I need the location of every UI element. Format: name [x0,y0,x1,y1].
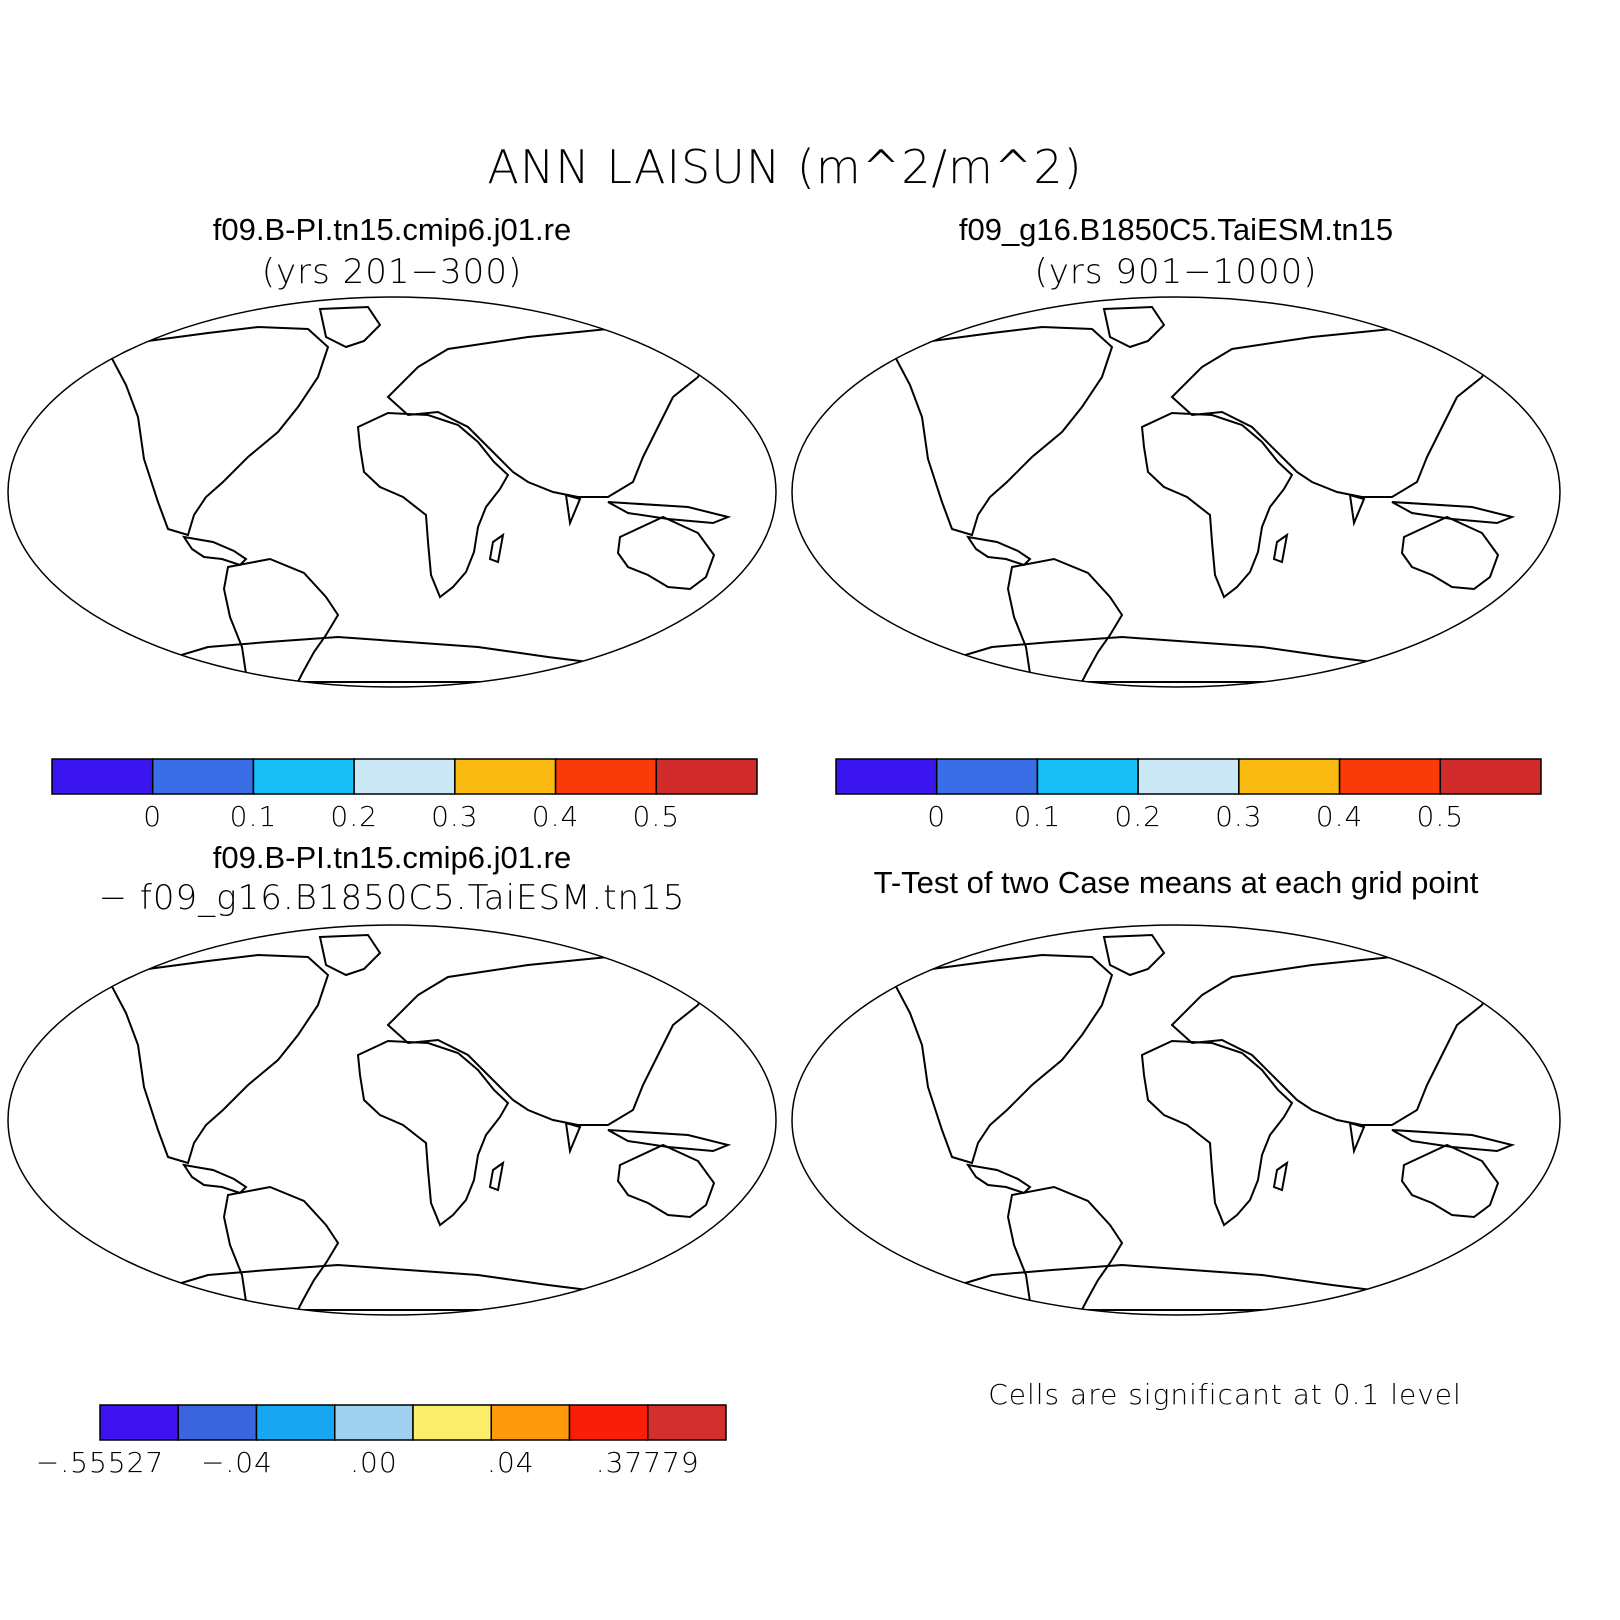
colorbar-tick-label: 0.3 [431,800,479,833]
colorbar-box [1238,758,1341,795]
colorbar-box [353,758,456,795]
colorbar-tick-label: 0.2 [1114,800,1162,833]
colorbar-box [1439,758,1542,795]
colorbar-tick-label: 0 [927,800,947,833]
colorbar-tick-label: .04 [487,1446,535,1479]
colorbar-tick-label: .37779 [595,1446,700,1479]
case1-title: f09.B-PI.tn15.cmip6.j01.re [212,212,572,247]
colorbar-box [51,758,154,795]
map-ttest [891,934,1513,1315]
ttest-title: T-Test of two Case means at each grid po… [873,865,1479,900]
difference-subtitle: − f09_g16.B1850C5.TaiESM.tn15 [98,878,686,918]
colorbar-case1 [51,758,758,795]
colorbar-tick-label: 0.5 [1416,800,1465,833]
ttest-note: Cells are significant at 0.1 level [988,1378,1462,1411]
colorbar-tick-label: 0.4 [1315,800,1364,833]
colorbar-tick-label: −.04 [200,1446,273,1479]
colorbar-box [412,1404,492,1441]
colorbar-tick-label: .00 [350,1446,398,1479]
figure-title: ANN LAISUN (m^2/m^2) [487,140,1083,194]
map-case1 [107,306,729,687]
map-difference [107,934,729,1315]
case2-subtitle: (yrs 901−1000) [1034,252,1318,292]
colorbar-box [655,758,758,795]
colorbar-box [554,758,658,795]
colorbar-box [454,758,557,795]
colorbar-box [490,1404,571,1441]
colorbar-box [1338,758,1442,795]
map-case2 [891,306,1513,687]
colorbar-box [151,758,255,795]
colorbar-box [177,1404,258,1441]
colorbar-difference [99,1404,727,1441]
colorbar-box [99,1404,179,1441]
colorbar-box [334,1404,414,1441]
case2-title: f09_g16.B1850C5.TaiESM.tn15 [958,212,1394,247]
difference-title: f09.B-PI.tn15.cmip6.j01.re [212,840,572,875]
colorbar-tick-label: 0.5 [632,800,681,833]
colorbar-tick-label: −.55527 [35,1446,165,1479]
colorbar-box [935,758,1039,795]
colorbar-tick-label: 0.2 [330,800,378,833]
colorbar-tick-label: 0.1 [1013,800,1062,833]
colorbar-box [1137,758,1240,795]
colorbar-case2 [835,758,1542,795]
colorbar-tick-label: 0.1 [229,800,278,833]
colorbar-box [568,1404,649,1441]
colorbar-tick-label: 0 [143,800,163,833]
case1-subtitle: (yrs 201−300) [261,252,523,292]
colorbar-box [647,1404,727,1441]
colorbar-box [835,758,938,795]
colorbar-box [1036,758,1139,795]
colorbar-tick-label: 0.3 [1215,800,1263,833]
colorbar-tick-label: 0.4 [531,800,580,833]
colorbar-box [252,758,355,795]
colorbar-box [255,1404,336,1441]
